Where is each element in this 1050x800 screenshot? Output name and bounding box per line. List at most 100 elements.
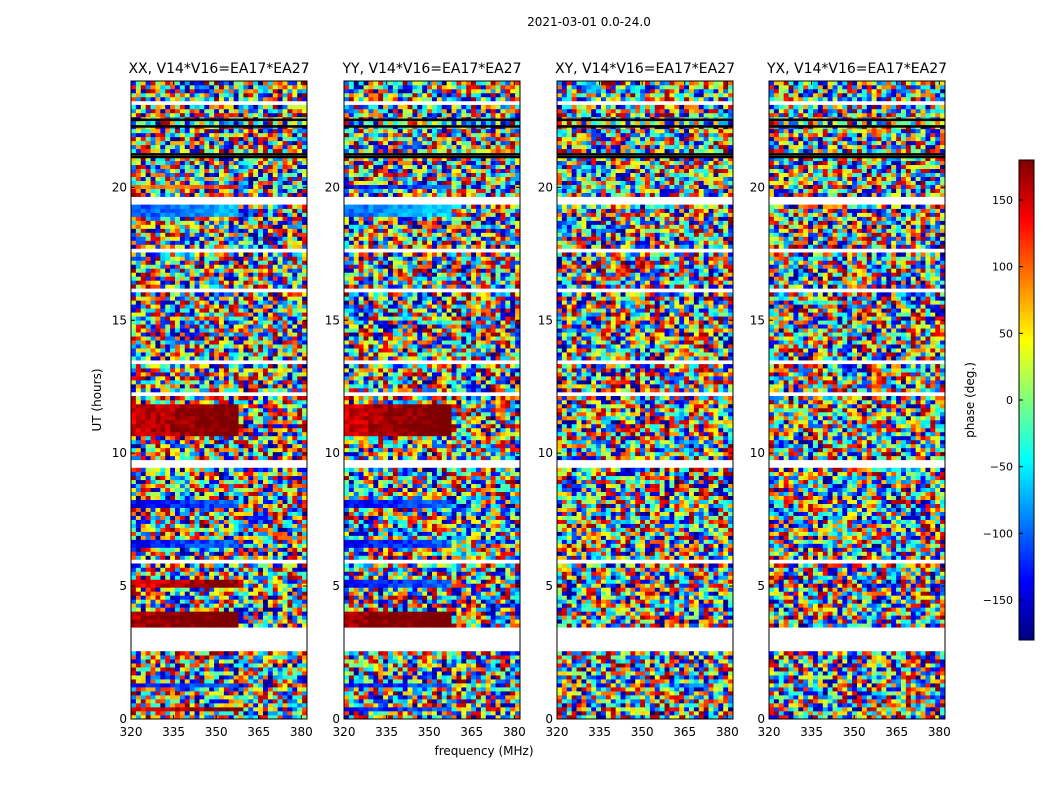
heatmap-cell — [253, 667, 259, 672]
heatmap-cell — [189, 655, 195, 660]
heatmap-cell — [131, 224, 137, 229]
heatmap-cell — [175, 675, 181, 680]
heatmap-cell — [145, 591, 151, 596]
heatmap-cell — [140, 356, 146, 361]
heatmap-cell — [150, 384, 156, 389]
heatmap-cell — [272, 503, 278, 508]
heatmap-cell — [302, 583, 308, 588]
heatmap-cell — [170, 236, 176, 241]
heatmap-cell — [165, 403, 171, 409]
heatmap-cell — [228, 667, 234, 672]
heatmap-cell — [287, 415, 293, 421]
heatmap-cell — [297, 579, 303, 584]
heatmap-cell — [165, 551, 171, 556]
heatmap-cell — [292, 112, 298, 118]
heatmap-cell — [199, 336, 205, 341]
heatmap-cell — [233, 607, 239, 612]
heatmap-cell — [140, 144, 146, 150]
heatmap-cell — [287, 679, 293, 684]
heatmap-cell — [267, 655, 274, 660]
heatmap-cell — [248, 583, 254, 588]
heatmap-cell — [170, 364, 176, 369]
heatmap-cell — [165, 495, 171, 500]
heatmap-cell — [248, 703, 254, 708]
heatmap-cell — [253, 471, 259, 477]
heatmap-cell — [194, 403, 200, 409]
heatmap-cell — [233, 591, 239, 596]
heatmap-cell — [263, 431, 269, 437]
heatmap-cell — [258, 495, 264, 500]
heatmap-cell — [199, 220, 205, 225]
heatmap-cell — [223, 328, 230, 333]
heatmap-cell — [253, 316, 259, 321]
heatmap-cell — [131, 419, 137, 425]
heatmap-cell — [184, 376, 190, 381]
heatmap-cell — [233, 284, 239, 289]
heatmap-cell — [272, 112, 278, 118]
heatmap-cell — [160, 372, 166, 377]
heatmap-cell — [277, 423, 283, 429]
heatmap-cell — [140, 615, 146, 620]
heatmap-cell — [155, 332, 161, 337]
heatmap-cell — [184, 571, 190, 576]
heatmap-cell — [219, 479, 225, 485]
heatmap-cell — [179, 236, 186, 241]
heatmap-cell — [263, 599, 269, 604]
heatmap-cell — [199, 571, 205, 576]
heatmap-cell — [233, 268, 239, 273]
heatmap-cell — [277, 691, 283, 696]
heatmap-cell — [194, 679, 200, 684]
heatmap-cell — [184, 671, 190, 676]
heatmap-cell — [238, 619, 244, 624]
heatmap-cell — [253, 244, 259, 249]
heatmap-cell — [287, 411, 293, 417]
heatmap-cell — [272, 599, 278, 604]
heatmap-cell — [287, 515, 293, 520]
heatmap-cell — [184, 595, 190, 600]
heatmap-cell — [140, 523, 146, 528]
heatmap-cell — [228, 212, 234, 217]
heatmap-cell — [233, 515, 239, 520]
heatmap-cell — [228, 535, 234, 540]
heatmap-cell — [199, 104, 205, 110]
heatmap-cell — [243, 527, 249, 532]
heatmap-cell — [160, 240, 166, 245]
heatmap-cell — [277, 587, 283, 592]
heatmap-cell — [214, 487, 220, 493]
heatmap-cell — [282, 268, 288, 273]
heatmap-cell — [287, 479, 293, 485]
heatmap-cell — [277, 260, 283, 265]
heatmap-cell — [272, 683, 278, 688]
heatmap-cell — [297, 184, 303, 189]
heatmap-cell — [189, 451, 195, 457]
heatmap-cell — [267, 671, 274, 676]
heatmap-cell — [258, 272, 264, 277]
heatmap-cell — [131, 368, 137, 373]
heatmap-cell — [263, 495, 269, 500]
heatmap-cell — [287, 256, 293, 261]
heatmap-cell — [199, 204, 205, 209]
heatmap-cell — [243, 296, 249, 301]
heatmap-cell — [267, 328, 274, 333]
heatmap-cell — [140, 419, 146, 425]
heatmap-cell — [282, 471, 288, 477]
heatmap-cell — [292, 292, 298, 297]
heatmap-cell — [170, 136, 176, 142]
heatmap-cell — [170, 699, 176, 704]
heatmap-cell — [219, 292, 225, 297]
heatmap-cell — [302, 415, 308, 421]
heatmap-cell — [253, 180, 259, 185]
heatmap-cell — [233, 715, 239, 720]
heatmap-cell — [263, 188, 269, 193]
heatmap-cell — [258, 304, 264, 309]
heatmap-cell — [263, 623, 269, 628]
heatmap-cell — [223, 491, 230, 496]
heatmap-cell — [155, 571, 161, 576]
heatmap-cell — [282, 216, 288, 221]
heatmap-cell — [135, 475, 142, 481]
heatmap-cell — [272, 168, 278, 174]
heatmap-cell — [258, 471, 264, 477]
heatmap-cell — [155, 623, 161, 628]
heatmap-cell — [214, 292, 220, 297]
heatmap-cell — [243, 136, 249, 142]
